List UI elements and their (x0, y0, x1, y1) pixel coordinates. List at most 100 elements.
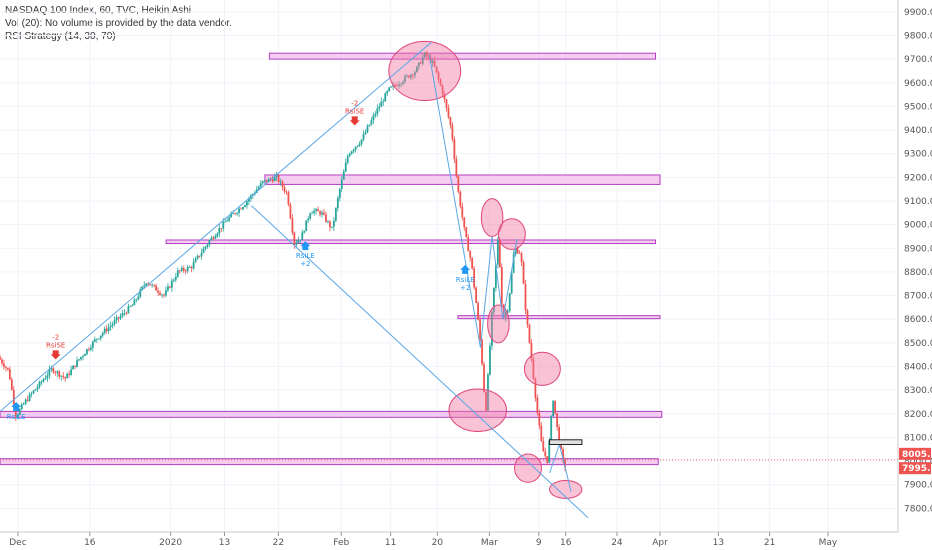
candle-body (40, 381, 43, 383)
zone-5 (0, 458, 659, 466)
candle-body (498, 239, 501, 268)
candle-body (267, 178, 270, 182)
candle-body (18, 409, 21, 415)
candle-body (99, 335, 102, 339)
candle-body (455, 159, 458, 177)
candle-body (194, 258, 197, 263)
trend-line-6 (502, 238, 518, 320)
candle-body (516, 248, 519, 254)
candle-body (390, 86, 393, 88)
time-tick-15: May (819, 538, 838, 548)
candle-body (447, 107, 450, 118)
candle-body (257, 186, 260, 190)
candle-body (522, 262, 525, 284)
candle-body (172, 279, 175, 281)
signal-label-3: RsiLE (296, 252, 315, 260)
price-tick-9500: 9500.0 (904, 102, 932, 112)
candle-body (145, 283, 148, 286)
candle-body (113, 320, 116, 324)
candle-body (1, 359, 3, 364)
signal-label-0: RsiSE (46, 341, 65, 349)
candle-body (226, 220, 229, 222)
candle-body (86, 349, 88, 355)
candle-body (329, 221, 331, 228)
price-tick-8200: 8200.0 (904, 410, 932, 420)
legend-volume[interactable]: Vol (20): No volume is provided by the d… (5, 18, 232, 29)
candle-body (22, 403, 25, 405)
candle-body (514, 248, 517, 255)
trend-line-8 (558, 444, 572, 492)
candle-body (38, 381, 41, 387)
candle-body (228, 217, 231, 221)
candle-body (372, 115, 375, 121)
candle-body (293, 232, 296, 245)
candle-body (14, 405, 17, 417)
candle-body (376, 108, 379, 114)
candle-body (388, 87, 391, 91)
candle-body (263, 180, 266, 182)
candle-body (68, 373, 71, 375)
candle-body (279, 181, 282, 183)
signal-label-1: RsiLE (7, 413, 26, 421)
candle-body (143, 285, 146, 287)
candle-body (358, 143, 361, 146)
time-tick-13: 13 (713, 538, 724, 548)
candle-body (64, 377, 67, 379)
candle-body (321, 212, 323, 215)
candle-body (271, 179, 274, 182)
candle-body (44, 378, 47, 380)
candle-body (153, 284, 155, 286)
candle-body (291, 218, 294, 233)
candle-body (427, 56, 430, 58)
candle-body (289, 204, 292, 219)
candle-body (384, 93, 387, 102)
candle-body (518, 253, 521, 254)
signal-note-4: +2 (460, 284, 470, 292)
candle-body (538, 413, 541, 426)
candle-body (261, 181, 264, 184)
signal-arrow-down-0 (50, 350, 61, 360)
candle-body (301, 232, 304, 240)
price-tick-9100: 9100.0 (904, 197, 932, 207)
candle-body (331, 226, 333, 228)
box-annotation (549, 439, 583, 446)
candle-body (564, 459, 566, 468)
candle-body (32, 390, 35, 394)
candle-body (398, 84, 400, 87)
candle-body (526, 310, 529, 325)
price-tick-9400: 9400.0 (904, 126, 932, 136)
candle-body (412, 74, 414, 76)
candle-body (155, 285, 157, 291)
price-tag-0: 8005.2 (902, 450, 932, 460)
legend-symbol[interactable]: NASDAQ 100 Index, 60, TVC, Heikin Ashi (5, 5, 192, 16)
candle-body (467, 237, 470, 252)
candle-body (400, 83, 402, 85)
candle-body (425, 52, 428, 57)
candle-body (500, 267, 503, 305)
time-tick-12: Apr (652, 538, 668, 548)
legend-strategy[interactable]: RSI Strategy (14, 30, 70) (5, 31, 116, 42)
candle-body (244, 205, 246, 208)
candle-body (176, 270, 179, 277)
candle-body (360, 139, 363, 144)
candle-body (36, 386, 39, 390)
highlight-1 (448, 388, 507, 433)
candle-body (50, 368, 53, 370)
time-tick-9: 9 (536, 538, 542, 548)
candle-body (184, 270, 187, 272)
highlight-4 (487, 304, 510, 344)
price-tick-9200: 9200.0 (904, 173, 932, 183)
candle-body (198, 255, 201, 257)
candle-body (46, 375, 49, 379)
candle-body (131, 305, 134, 307)
zone-1 (264, 174, 661, 185)
candle-body (502, 304, 505, 318)
trend-line-4 (479, 236, 493, 348)
candle-body (558, 427, 560, 444)
candle-body (550, 416, 553, 441)
candle-body (299, 239, 302, 241)
candle-body (556, 413, 559, 428)
price-tick-8100: 8100.0 (904, 433, 932, 443)
